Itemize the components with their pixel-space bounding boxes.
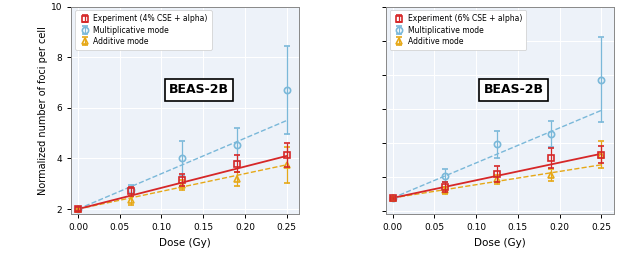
Legend: Experiment (6% CSE + alpha), Multiplicative mode, Additive mode: Experiment (6% CSE + alpha), Multiplicat… <box>390 10 526 50</box>
X-axis label: Dose (Gy): Dose (Gy) <box>474 238 526 248</box>
Text: BEAS-2B: BEAS-2B <box>169 83 229 96</box>
Legend: Experiment (4% CSE + alpha), Multiplicative mode, Additive mode: Experiment (4% CSE + alpha), Multiplicat… <box>75 10 211 50</box>
Y-axis label: Normalized number of foci per cell: Normalized number of foci per cell <box>38 26 48 195</box>
Text: BEAS-2B: BEAS-2B <box>484 83 544 96</box>
X-axis label: Dose (Gy): Dose (Gy) <box>159 238 211 248</box>
